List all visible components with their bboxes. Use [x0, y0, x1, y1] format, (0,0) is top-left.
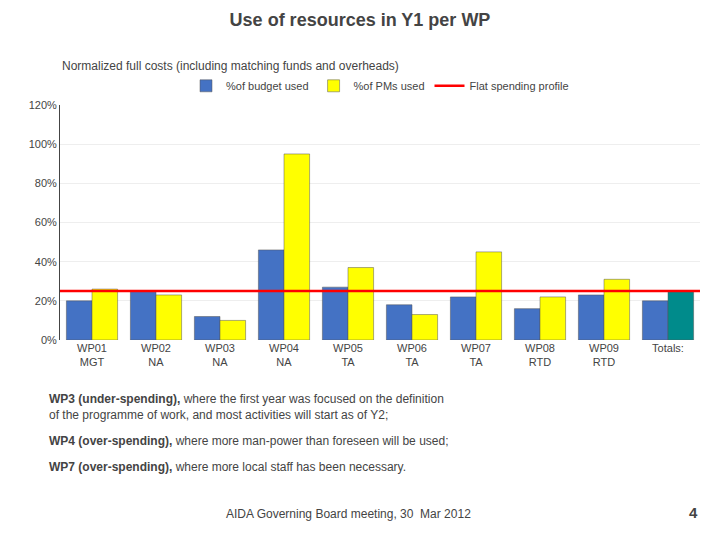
svg-text:40%: 40% [35, 256, 57, 268]
svg-text:0%: 0% [41, 334, 57, 346]
svg-text:WP06TA: WP06TA [397, 342, 427, 368]
svg-text:WP07TA: WP07TA [461, 342, 491, 368]
svg-text:WP3 (under-spending), where th: WP3 (under-spending), where the first ye… [49, 392, 444, 422]
svg-text:WP09RTD: WP09RTD [589, 342, 619, 368]
svg-text:80%: 80% [35, 177, 57, 189]
svg-text:Normalized full costs (includi: Normalized full costs (including matchin… [62, 59, 399, 73]
svg-text:Flat spending profile: Flat spending profile [470, 80, 569, 92]
svg-text:Use of resources in Y1 per WP: Use of resources in Y1 per WP [230, 10, 491, 30]
svg-text:%of PMs used: %of PMs used [354, 80, 425, 92]
svg-text:Totals:: Totals: [652, 342, 684, 354]
svg-text:60%: 60% [35, 216, 57, 228]
svg-text:100%: 100% [29, 138, 57, 150]
svg-text:AIDA Governing Board meeting,: AIDA Governing Board meeting, 30 Mar 201… [226, 507, 471, 521]
svg-text:4: 4 [689, 504, 698, 521]
svg-text:WP7 (over-spending), where mor: WP7 (over-spending), where more local st… [49, 460, 406, 474]
svg-text:WP4 (over-spending), where mor: WP4 (over-spending), where more man-powe… [49, 434, 448, 448]
svg-text:20%: 20% [35, 295, 57, 307]
svg-text:WP01MGT: WP01MGT [77, 342, 107, 368]
svg-text:WP02NA: WP02NA [141, 342, 171, 368]
svg-text:%of budget used: %of budget used [226, 80, 309, 92]
svg-text:WP05TA: WP05TA [333, 342, 363, 368]
svg-text:WP08RTD: WP08RTD [525, 342, 555, 368]
svg-text:WP04NA: WP04NA [269, 342, 299, 368]
svg-text:WP03NA: WP03NA [205, 342, 235, 368]
svg-text:120%: 120% [29, 99, 57, 111]
